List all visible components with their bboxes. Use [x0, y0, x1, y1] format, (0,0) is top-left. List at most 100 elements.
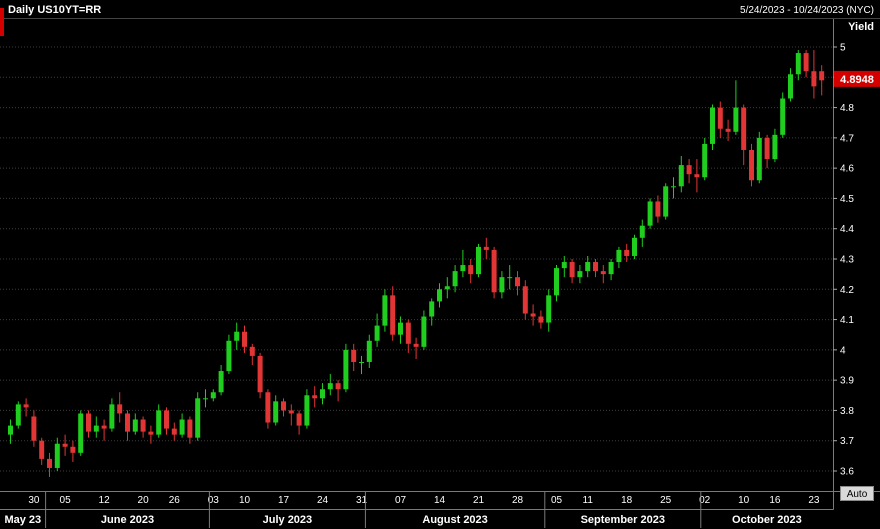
candle-body	[733, 107, 739, 132]
x-tick-label: 28	[512, 495, 524, 506]
auto-button-bg[interactable]	[840, 486, 874, 501]
date-range-label: 5/24/2023 - 10/24/2023 (NYC)	[740, 5, 874, 16]
x-tick-label: 10	[738, 495, 750, 506]
candle	[281, 398, 286, 417]
grid-layer	[0, 46, 833, 472]
candle	[522, 280, 528, 320]
candle	[390, 286, 396, 341]
candle-body	[265, 392, 271, 423]
candle-body	[491, 249, 497, 293]
candle-body	[125, 413, 130, 432]
candle-body	[156, 410, 162, 435]
y-tick-label: 3.7	[840, 436, 854, 447]
candle	[304, 389, 310, 429]
x-tick-label: 11	[583, 495, 594, 506]
x-axis: 30 05 12 20 26 03 10 17 24 31 07 14 21 28 05 11 18 25 02 10…	[28, 495, 820, 506]
candle-body	[234, 331, 240, 341]
candle-body	[218, 371, 224, 393]
candle-body	[678, 165, 684, 187]
x-tick-label: 05	[60, 495, 72, 506]
candle-body	[741, 107, 747, 150]
auto-button[interactable]: Auto	[840, 486, 874, 501]
candle	[125, 410, 130, 441]
plot-area	[8, 50, 825, 478]
y-tick-label: 4.5	[840, 194, 854, 205]
candle-body	[803, 53, 809, 72]
candle	[226, 334, 232, 375]
last-price-value: 4.8948	[840, 74, 874, 86]
x-tick-label: 26	[169, 495, 181, 506]
candle	[663, 183, 669, 220]
candle	[366, 334, 372, 369]
candle-body	[522, 286, 528, 314]
candle	[624, 243, 630, 263]
candle-body	[132, 419, 138, 432]
candle-body	[585, 262, 591, 272]
candle	[203, 389, 208, 408]
candle-body	[483, 246, 489, 250]
candle	[569, 259, 575, 284]
candle	[429, 298, 435, 326]
candle-body	[226, 340, 232, 372]
candle	[764, 134, 770, 169]
candle	[249, 343, 255, 365]
candle-body	[62, 443, 68, 447]
candle-body	[616, 249, 622, 263]
candle	[756, 131, 762, 184]
candle	[257, 352, 263, 399]
candle-body	[47, 458, 52, 468]
candle	[132, 413, 138, 435]
candle-body	[530, 313, 536, 317]
x-tick-label: 23	[808, 495, 820, 506]
candle-body	[8, 425, 13, 435]
candle-body	[608, 262, 614, 275]
candle	[632, 234, 637, 259]
candle-body	[686, 165, 692, 175]
y-tick-label: 4.3	[840, 255, 854, 266]
candle	[312, 386, 318, 408]
candle	[234, 322, 240, 350]
candle	[265, 389, 271, 429]
candle-body	[507, 277, 513, 279]
month-label: May 23	[4, 514, 41, 526]
candle-body	[281, 401, 286, 411]
candle-body	[249, 346, 255, 356]
candle-body	[164, 410, 169, 429]
candle	[187, 416, 193, 444]
candle-body	[179, 419, 185, 435]
candle-body	[725, 128, 731, 132]
candle	[733, 80, 739, 135]
candle	[140, 416, 146, 438]
candle-body	[437, 289, 442, 302]
candle	[421, 310, 427, 350]
x-tick-label: 12	[99, 495, 111, 506]
candle-body	[561, 262, 567, 269]
candle	[639, 219, 645, 247]
candle	[476, 243, 481, 278]
candle	[117, 392, 123, 423]
y-tick-label: 4.2	[840, 285, 854, 296]
chart-title: Daily US10YT=RR	[8, 4, 101, 16]
x-tick-label: 16	[769, 495, 781, 506]
candle	[694, 159, 700, 193]
candle	[351, 343, 357, 372]
candle	[86, 410, 91, 438]
candle-body	[632, 237, 637, 256]
x-tick-label: 20	[138, 495, 150, 506]
month-label: October 2023	[732, 514, 802, 526]
auto-button-label[interactable]: Auto	[847, 489, 868, 500]
candle	[795, 50, 801, 81]
candle-body	[359, 361, 364, 363]
candle	[483, 237, 489, 259]
candle	[749, 143, 754, 187]
candle-body	[600, 271, 606, 275]
candle	[725, 119, 731, 141]
candle	[320, 383, 325, 405]
x-tick-label: 03	[208, 495, 220, 506]
candle-body	[39, 440, 45, 459]
candle	[803, 50, 809, 78]
candle	[374, 313, 380, 347]
candle-body	[366, 340, 372, 362]
